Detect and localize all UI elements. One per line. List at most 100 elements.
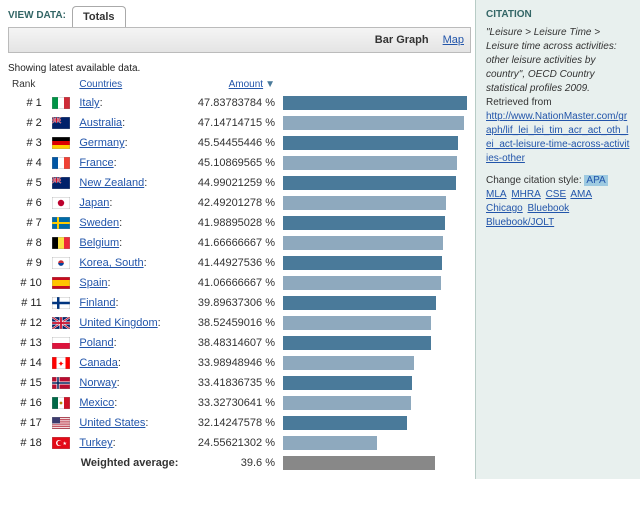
flag-cell — [48, 373, 76, 393]
weighted-average-row: Weighted average:39.6 % — [8, 453, 471, 473]
table-row: # 13Poland:38.48314607 % — [8, 333, 471, 353]
amount-cell: 24.55621302 % — [182, 433, 279, 453]
country-link[interactable]: Germany — [79, 137, 124, 149]
flag-icon — [52, 117, 70, 129]
table-row: # 14✦Canada:33.98948946 % — [8, 353, 471, 373]
country-link[interactable]: Norway — [79, 377, 116, 389]
flag-icon — [52, 197, 70, 209]
flag-cell — [48, 173, 76, 193]
country-cell: Turkey: — [75, 433, 182, 453]
citation-style-link[interactable]: Bluebook — [527, 203, 569, 214]
flag-cell: ★ — [48, 433, 76, 453]
table-row: # 2Australia:47.14714715 % — [8, 113, 471, 133]
bar-cell — [279, 373, 471, 393]
country-link[interactable]: Belgium — [79, 237, 119, 249]
flag-cell — [48, 233, 76, 253]
tab-totals[interactable]: Totals — [72, 6, 126, 27]
col-countries-link[interactable]: Countries — [79, 79, 122, 90]
flag-cell — [48, 253, 76, 273]
rank-cell: # 3 — [8, 133, 48, 153]
flag-cell: ✦ — [48, 353, 76, 373]
amount-cell: 42.49201278 % — [182, 193, 279, 213]
country-cell: Germany: — [75, 133, 182, 153]
country-link[interactable]: New Zealand — [79, 177, 144, 189]
citation-style-link[interactable]: APA — [584, 175, 607, 186]
rank-cell: # 16 — [8, 393, 48, 413]
rank-cell: # 10 — [8, 273, 48, 293]
mode-bar-graph[interactable]: Bar Graph — [375, 34, 429, 46]
citation-style-link[interactable]: AMA — [570, 189, 592, 200]
country-link[interactable]: Japan — [79, 197, 109, 209]
table-row: # 16Mexico:33.32730641 % — [8, 393, 471, 413]
flag-icon — [52, 97, 70, 109]
flag-cell — [48, 333, 76, 353]
country-cell: Australia: — [75, 113, 182, 133]
table-row: # 9Korea, South:41.44927536 % — [8, 253, 471, 273]
flag-icon — [52, 177, 70, 189]
country-cell: Finland: — [75, 293, 182, 313]
bar-cell — [279, 313, 471, 333]
country-link[interactable]: Sweden — [79, 217, 119, 229]
country-link[interactable]: Australia — [79, 117, 122, 129]
citation-style-link[interactable]: Chicago — [486, 203, 523, 214]
table-row: # 10Spain:41.06666667 % — [8, 273, 471, 293]
col-flag — [48, 76, 76, 93]
country-link[interactable]: Poland — [79, 337, 113, 349]
country-link[interactable]: Italy — [79, 97, 99, 109]
rank-cell: # 17 — [8, 413, 48, 433]
country-link[interactable]: Finland — [79, 297, 115, 309]
amount-cell: 32.14247578 % — [182, 413, 279, 433]
col-countries[interactable]: Countries — [75, 76, 182, 93]
country-link[interactable]: Mexico — [79, 397, 114, 409]
country-link[interactable]: United Kingdom — [79, 317, 157, 329]
bar-cell — [279, 213, 471, 233]
col-amount-link[interactable]: Amount — [229, 79, 263, 90]
amount-cell: 45.10869565 % — [182, 153, 279, 173]
amount-cell: 38.48314607 % — [182, 333, 279, 353]
svg-text:★: ★ — [62, 441, 67, 447]
flag-cell — [48, 213, 76, 233]
flag-icon — [52, 217, 70, 229]
country-link[interactable]: United States — [79, 417, 145, 429]
bar-cell — [279, 133, 471, 153]
latest-note: Showing latest available data. — [8, 63, 471, 74]
sort-desc-icon: ▼ — [265, 79, 275, 90]
amount-cell: 47.14714715 % — [182, 113, 279, 133]
col-rank: Rank — [8, 76, 48, 93]
country-cell: Belgium: — [75, 233, 182, 253]
flag-cell — [48, 193, 76, 213]
country-cell: Norway: — [75, 373, 182, 393]
citation-url[interactable]: http://www.NationMaster.com/graph/lif_le… — [486, 111, 629, 164]
rank-cell: # 9 — [8, 253, 48, 273]
country-link[interactable]: Korea, South — [79, 257, 143, 269]
flag-icon — [52, 237, 70, 249]
rank-cell: # 12 — [8, 313, 48, 333]
svg-text:✦: ✦ — [57, 360, 64, 369]
weighted-average-value: 39.6 % — [182, 453, 279, 473]
country-link[interactable]: Turkey — [79, 437, 112, 449]
citation-style-link[interactable]: Bluebook/JOLT — [486, 217, 554, 228]
table-row: # 6Japan:42.49201278 % — [8, 193, 471, 213]
country-cell: Mexico: — [75, 393, 182, 413]
col-amount[interactable]: Amount▼ — [182, 76, 279, 93]
table-row: # 4France:45.10869565 % — [8, 153, 471, 173]
citation-style-link[interactable]: CSE — [546, 189, 567, 200]
country-link[interactable]: Spain — [79, 277, 107, 289]
flag-icon — [52, 277, 70, 289]
col-bar — [279, 76, 471, 93]
country-link[interactable]: Canada — [79, 357, 118, 369]
rank-cell: # 11 — [8, 293, 48, 313]
citation-style-link[interactable]: MHRA — [511, 189, 540, 200]
citation-quote: "Leisure > Leisure Time > Leisure time a… — [486, 26, 630, 96]
flag-cell — [48, 93, 76, 113]
country-cell: France: — [75, 153, 182, 173]
rank-cell: # 13 — [8, 333, 48, 353]
table-row: # 1Italy:47.83783784 % — [8, 93, 471, 113]
mode-map-link[interactable]: Map — [443, 34, 464, 46]
rank-cell: # 6 — [8, 193, 48, 213]
table-row: # 15Norway:33.41836735 % — [8, 373, 471, 393]
citation-style-link[interactable]: MLA — [486, 189, 507, 200]
bar-cell — [279, 233, 471, 253]
view-data-label: VIEW DATA: — [8, 10, 66, 27]
country-link[interactable]: France — [79, 157, 113, 169]
